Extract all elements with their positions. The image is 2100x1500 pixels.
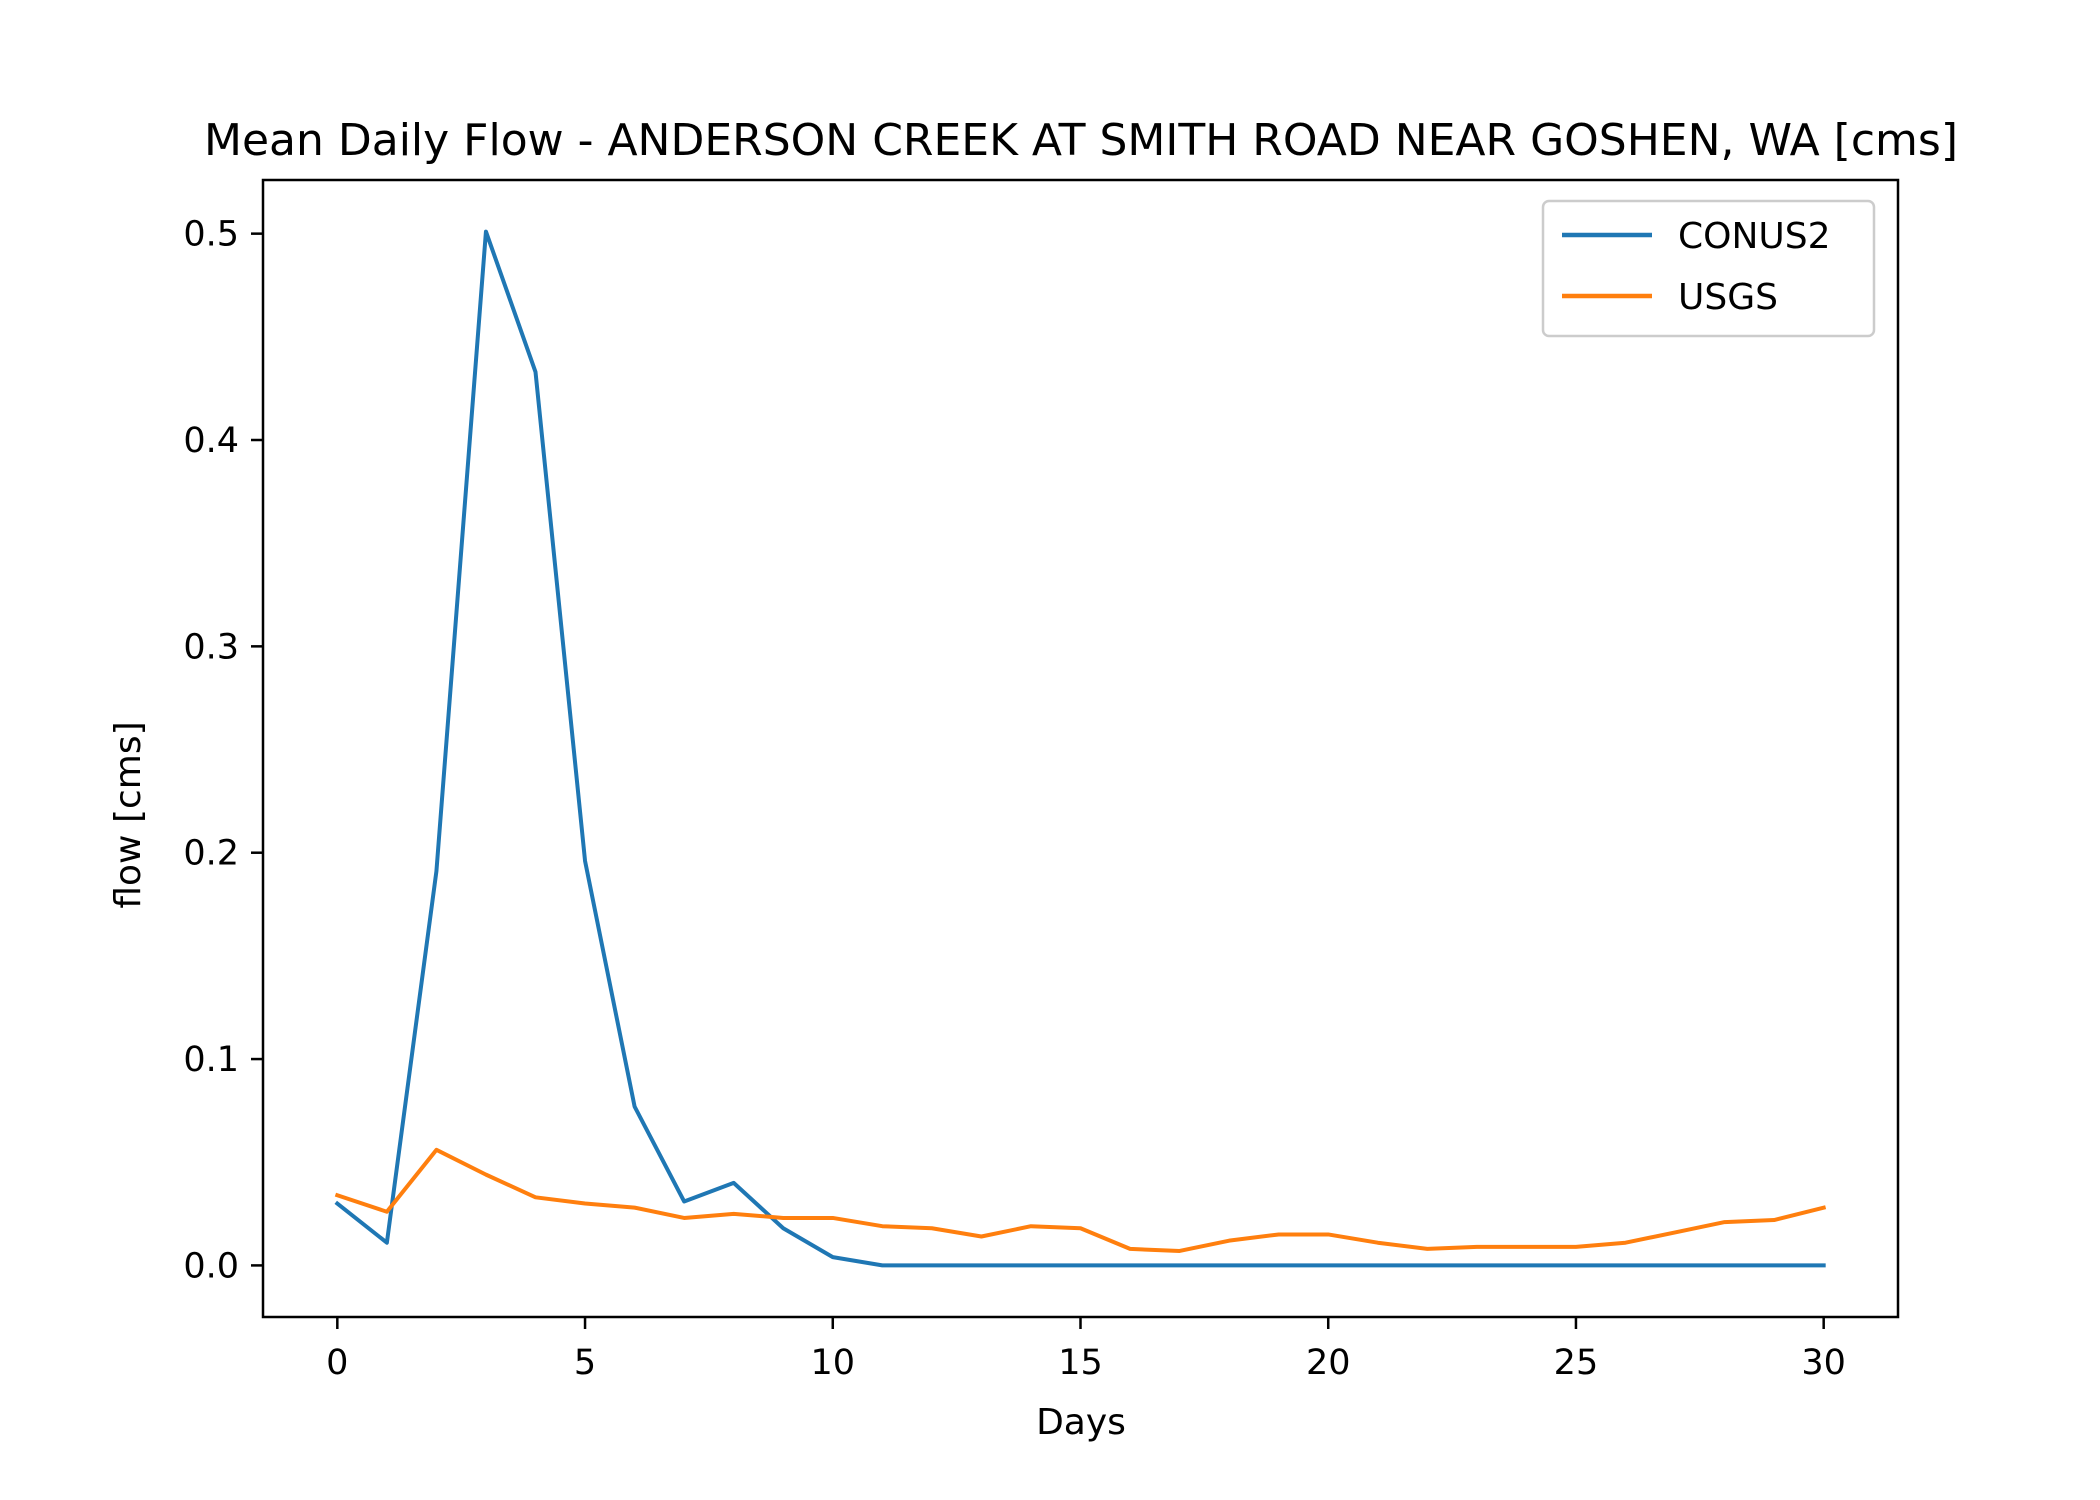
x-tick-label: 20 bbox=[1306, 1343, 1351, 1383]
y-axis-label: flow [cms] bbox=[108, 721, 149, 908]
x-tick-label: 30 bbox=[1801, 1343, 1846, 1383]
x-tick-label: 0 bbox=[326, 1343, 348, 1383]
series-line-conus2 bbox=[334, 229, 1826, 1268]
y-tick-label: 0.2 bbox=[183, 834, 239, 874]
legend-label-conus2: CONUS2 bbox=[1678, 216, 1831, 257]
y-tick-label: 0.3 bbox=[183, 627, 239, 667]
x-tick-label: 5 bbox=[574, 1343, 596, 1383]
x-tick-label: 15 bbox=[1058, 1343, 1103, 1383]
x-tick-label: 10 bbox=[810, 1343, 855, 1383]
legend-label-usgs: USGS bbox=[1678, 277, 1778, 318]
y-tick-label: 0.5 bbox=[183, 215, 239, 255]
y-tick-label: 0.0 bbox=[183, 1246, 239, 1286]
plot-area: 0 5 10 15 20 25 30 0.0 0.1 0.2 0.3 0.4 0.5 CONUS2 USGS bbox=[183, 178, 1900, 1383]
legend: CONUS2 USGS bbox=[1541, 199, 1876, 338]
x-axis-label: Days bbox=[1036, 1402, 1126, 1443]
chart-title: Mean Daily Flow - ANDERSON CREEK AT SMIT… bbox=[204, 115, 1958, 166]
y-tick-label: 0.4 bbox=[183, 421, 239, 461]
plot-frame bbox=[261, 178, 1900, 1319]
y-tick-label: 0.1 bbox=[183, 1040, 239, 1080]
series-line-usgs bbox=[334, 1147, 1827, 1253]
x-tick-label: 25 bbox=[1554, 1343, 1599, 1383]
